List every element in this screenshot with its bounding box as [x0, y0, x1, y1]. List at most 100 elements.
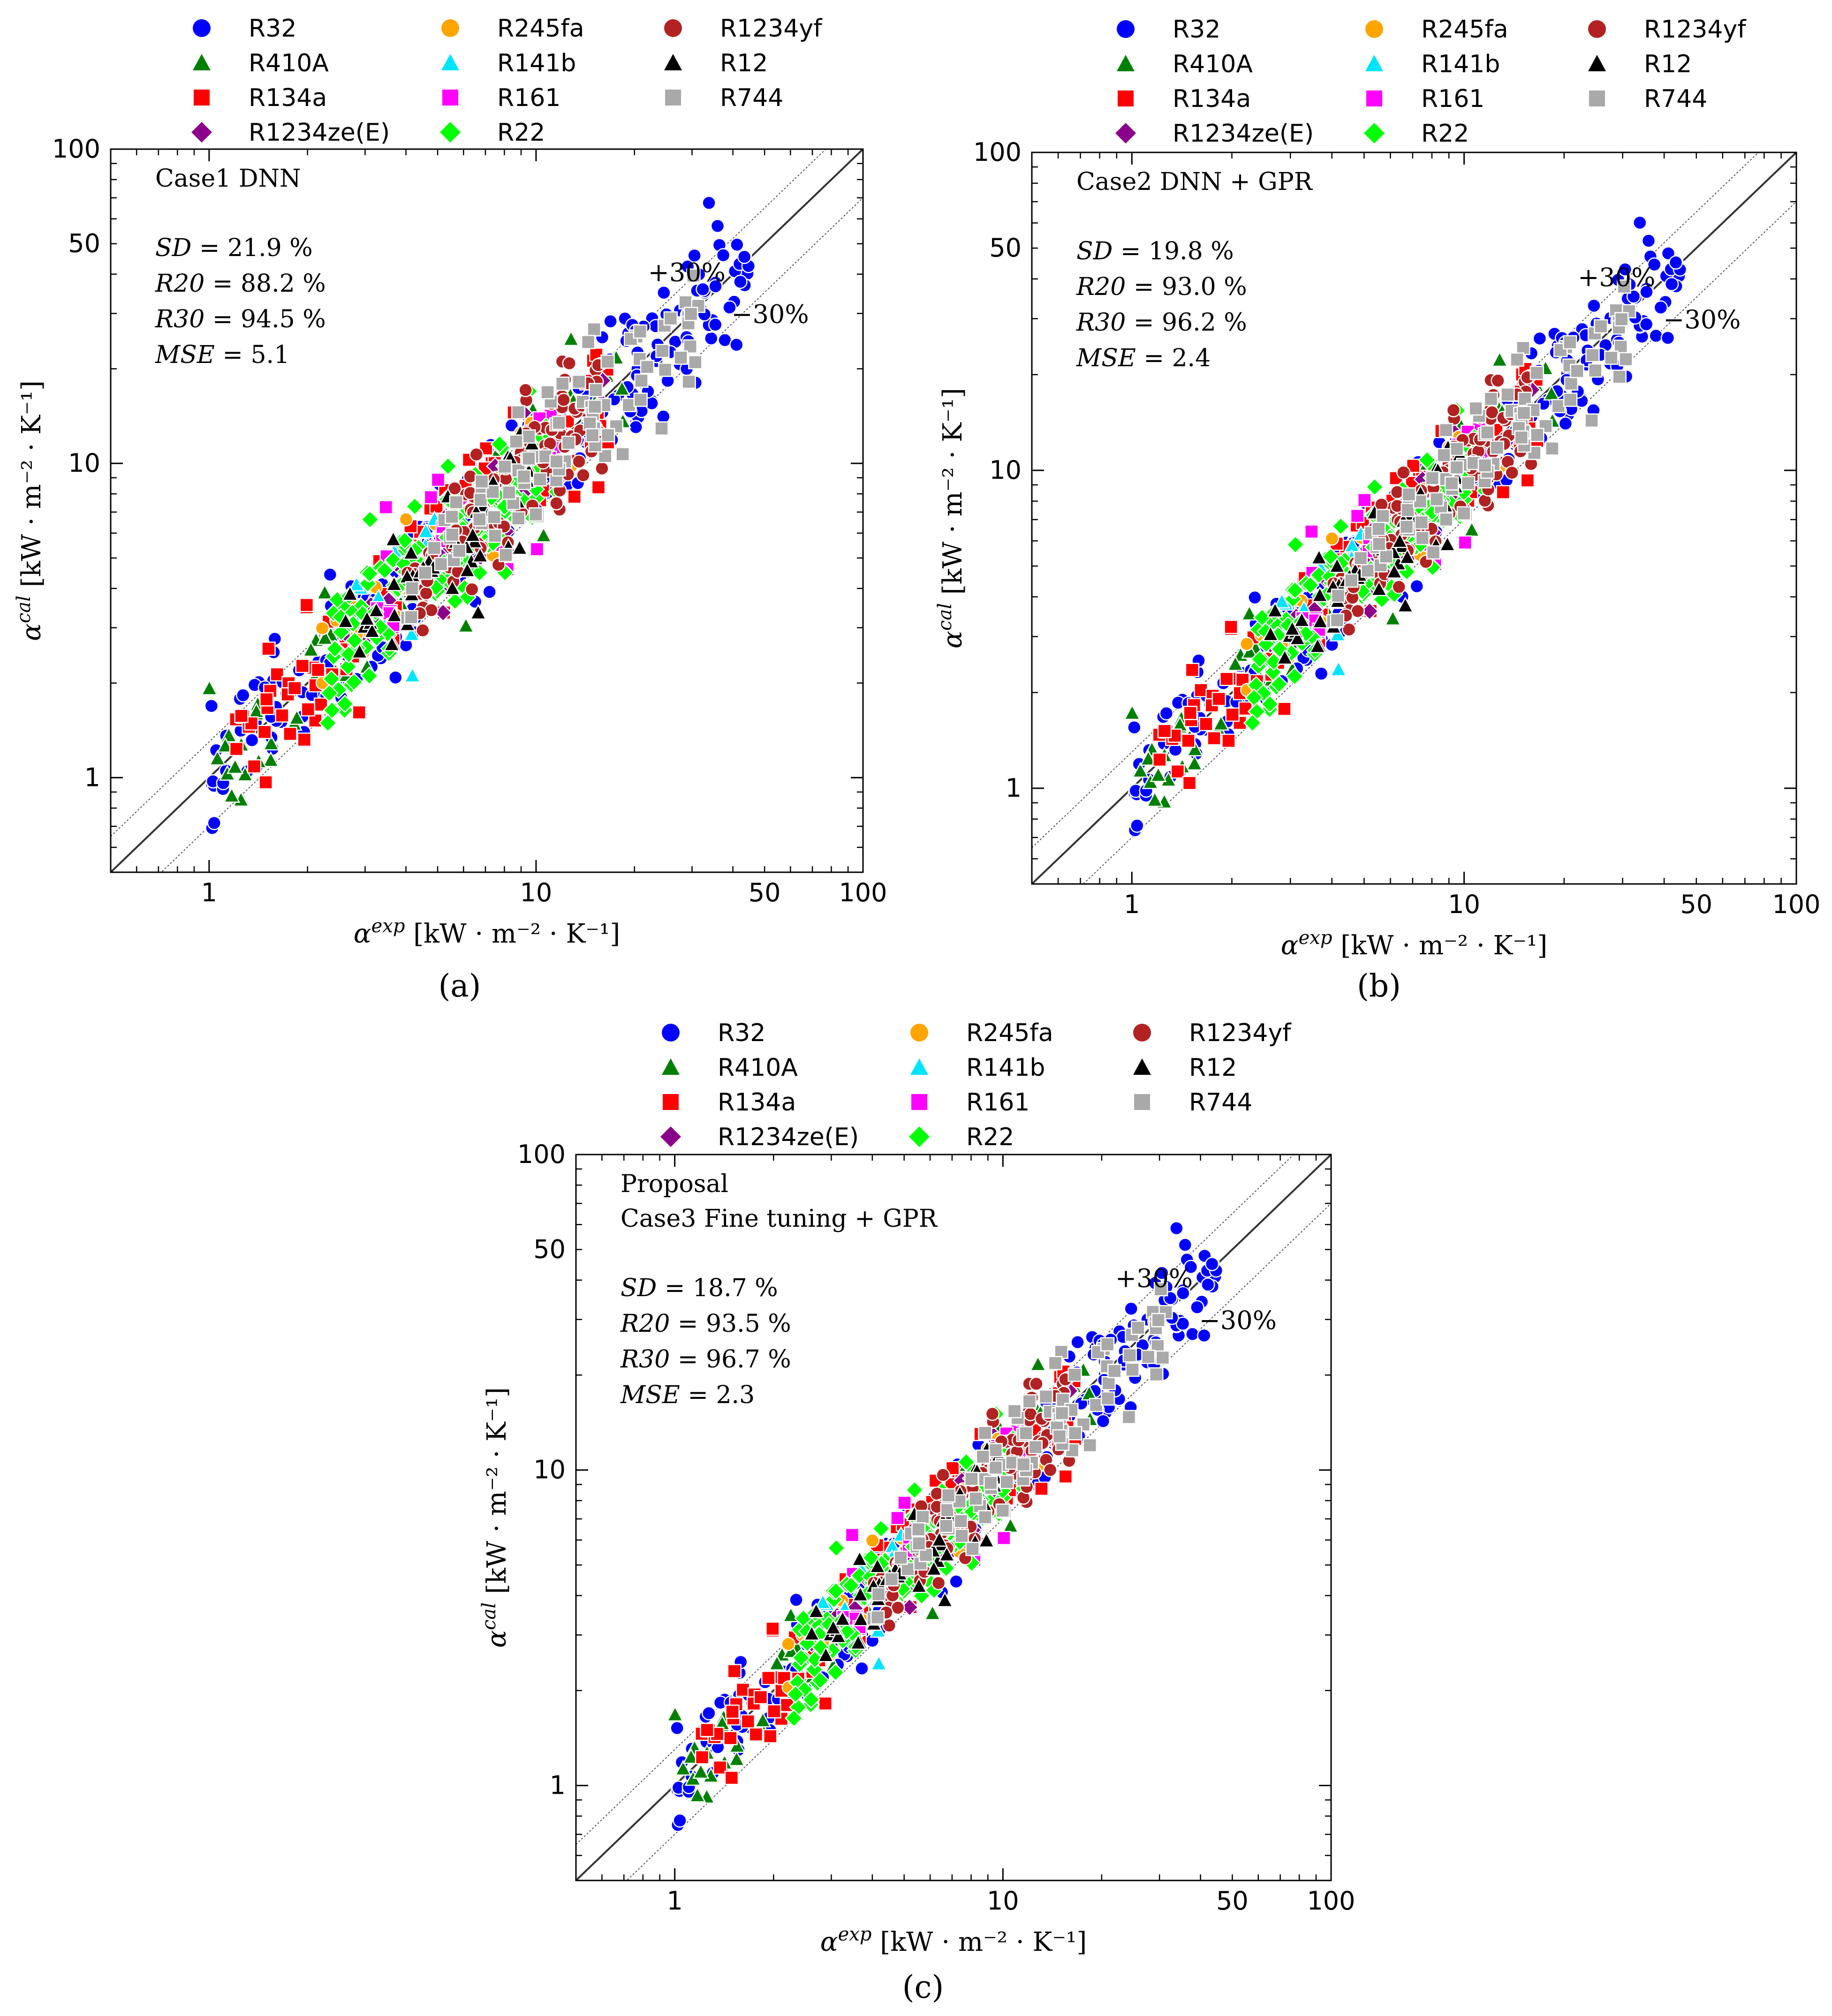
data-point [808, 1602, 825, 1618]
data-point [728, 1750, 745, 1767]
data-point [549, 496, 564, 511]
x-tick-label: 1 [666, 1886, 682, 1916]
data-point [1067, 1367, 1082, 1382]
data-point [1054, 1406, 1069, 1420]
data-point [497, 459, 512, 474]
data-point [1357, 493, 1372, 507]
data-point [1425, 471, 1440, 485]
legend-marker [1117, 55, 1135, 71]
data-point [818, 1696, 833, 1711]
data-point [1175, 1316, 1190, 1331]
data-point [234, 709, 249, 723]
data-point [949, 1574, 963, 1589]
data-point [471, 546, 489, 563]
data-point [341, 585, 359, 601]
legend-marker [441, 54, 459, 70]
data-point [488, 529, 502, 543]
data-point [472, 512, 487, 527]
data-point [587, 322, 602, 337]
data-point [1311, 586, 1329, 603]
data-point [207, 815, 221, 831]
legend-label: R141b [966, 1054, 1045, 1082]
data-point [1325, 531, 1340, 546]
data-point [1310, 548, 1328, 565]
data-point [1371, 536, 1386, 551]
data-point [1207, 731, 1221, 746]
panel-title: Case1 DNN [155, 165, 301, 193]
data-point [1058, 1469, 1073, 1484]
plot-area [576, 1155, 1331, 1880]
data-point [1190, 1300, 1204, 1314]
panel-label: (a) [439, 968, 481, 1004]
data-point [288, 681, 302, 695]
data-point [1070, 1335, 1085, 1350]
data-point [1385, 563, 1403, 579]
data-point [445, 527, 460, 542]
data-point [576, 468, 590, 483]
plot-area [111, 149, 863, 872]
data-point [236, 688, 250, 702]
data-point [1437, 448, 1451, 462]
data-point [295, 658, 310, 673]
data-point [689, 1786, 706, 1803]
data-point [865, 1533, 880, 1548]
data-point [1417, 451, 1437, 469]
data-point [386, 575, 403, 591]
data-point [686, 268, 701, 283]
data-point [388, 670, 403, 685]
data-point [1321, 547, 1340, 566]
legend-marker [1589, 91, 1605, 106]
data-point [1564, 376, 1579, 391]
data-point [687, 248, 702, 263]
data-point [1197, 1328, 1211, 1343]
data-point [1449, 441, 1464, 456]
data-point [283, 726, 297, 741]
data-point [1593, 319, 1608, 334]
data-point [404, 666, 421, 683]
data-point [1286, 535, 1305, 554]
data-point [511, 511, 526, 526]
data-point [459, 561, 476, 578]
data-point [1330, 613, 1345, 627]
x-tick-label: 1 [201, 878, 217, 907]
data-point [1617, 279, 1631, 294]
data-point [1250, 649, 1269, 669]
data-point [657, 285, 671, 300]
panel-title: Case2 DNN + GPR [1076, 168, 1313, 196]
data-point [695, 1750, 710, 1765]
data-point [708, 317, 723, 332]
data-point [1496, 485, 1510, 499]
legend-marker [664, 54, 682, 70]
data-point [681, 374, 696, 389]
legend-label: R32 [718, 1019, 765, 1047]
data-point [427, 541, 442, 555]
data-point [1276, 649, 1294, 665]
data-point [682, 1748, 700, 1764]
data-point [1266, 601, 1284, 618]
data-point [1121, 1410, 1136, 1425]
legend-marker [440, 122, 461, 143]
data-point [1510, 352, 1524, 367]
legend-marker [1588, 20, 1606, 38]
data-point [841, 1576, 861, 1595]
data-point [1034, 1481, 1049, 1496]
data-point [702, 1706, 716, 1721]
legend-marker [191, 122, 212, 143]
data-point [416, 623, 430, 638]
data-point [1052, 1429, 1067, 1444]
data-point [1028, 1440, 1043, 1455]
data-point [339, 657, 357, 676]
data-point [893, 1550, 908, 1565]
data-point [1150, 766, 1167, 782]
panel-title: Case3 Fine tuning + GPR [621, 1205, 938, 1233]
panel-title: Proposal [621, 1170, 728, 1198]
data-point [1100, 1391, 1115, 1406]
data-point [628, 420, 643, 435]
y-tick-label: 100 [517, 1140, 566, 1169]
data-point [1505, 465, 1520, 480]
data-point [522, 429, 536, 444]
data-point [1083, 1438, 1098, 1453]
data-point [884, 1572, 899, 1586]
legend: R32 R410A R134a R1234ze(E) R245fa R141b R161 R2… [1115, 15, 1747, 148]
data-point [562, 330, 580, 346]
